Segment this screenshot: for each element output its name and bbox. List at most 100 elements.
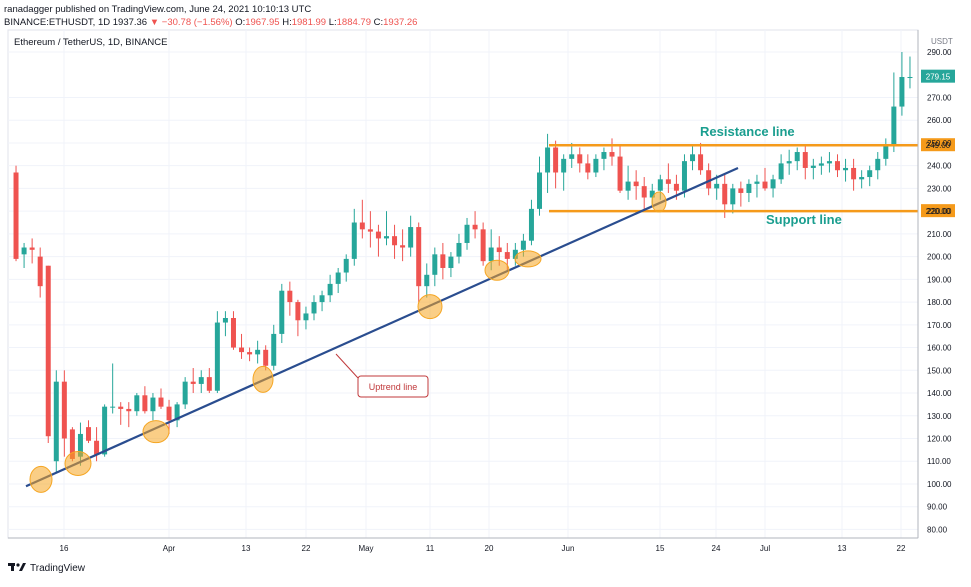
candle-body	[126, 408, 132, 412]
candle-body	[279, 290, 285, 334]
trend-touch-marker	[484, 259, 510, 281]
candle-body	[851, 167, 857, 180]
candle-body	[190, 381, 196, 384]
y-tick-label: 170.00	[927, 321, 952, 330]
support-price-tag: 220.00	[926, 207, 951, 216]
candle-body	[182, 381, 188, 405]
candle-body	[335, 272, 341, 284]
candle-body	[649, 190, 655, 198]
trend-touch-marker	[64, 451, 92, 477]
published-line: ranadagger published on TradingView.com,…	[4, 4, 312, 15]
candle-body	[641, 186, 647, 198]
last-price: 1937.36	[112, 17, 148, 28]
candle-body	[480, 229, 486, 262]
candle-body	[528, 208, 534, 241]
y-tick-label: 130.00	[927, 412, 952, 421]
candle-body	[432, 254, 438, 275]
candle-body	[206, 377, 212, 391]
candle-body	[730, 188, 736, 205]
candle-body	[134, 395, 140, 412]
candle-body	[537, 172, 543, 209]
candles	[13, 52, 913, 473]
y-tick-label: 90.00	[927, 503, 948, 512]
trend-touch-marker	[29, 465, 53, 493]
candle-body	[826, 161, 832, 164]
support-price-tag-bg	[921, 204, 955, 218]
candle-body	[29, 247, 35, 250]
candle-body	[69, 429, 75, 459]
y-tick-label: 270.00	[927, 93, 952, 102]
candle-body	[899, 77, 905, 107]
candle-body	[150, 397, 156, 412]
x-tick-label: 24	[712, 544, 721, 553]
candle-body	[408, 227, 414, 248]
trend-touch-marker	[514, 250, 542, 268]
candle-body	[359, 222, 365, 230]
candle-body	[222, 317, 228, 323]
candle-body	[698, 154, 704, 171]
candle-body	[609, 152, 615, 157]
overlays: Resistance line Support line Uptrend line 2…	[25, 69, 955, 493]
last-price-tag: 279.15	[926, 73, 951, 82]
candle-body	[488, 247, 494, 262]
x-tick-label: 22	[897, 544, 906, 553]
candle-body	[794, 152, 800, 162]
y-tick-label: 100.00	[927, 480, 952, 489]
resistance-annotation: Resistance line	[700, 124, 795, 139]
candle-body	[367, 229, 373, 232]
candle-body	[295, 302, 301, 321]
candle-body	[706, 170, 712, 189]
candle-body	[601, 152, 607, 159]
candle-body	[617, 156, 623, 191]
low-value: 1884.79	[336, 17, 371, 28]
x-tick-label: 13	[838, 544, 847, 553]
candle-body	[891, 106, 897, 146]
x-tick-label: 16	[60, 544, 69, 553]
candle-body	[867, 170, 873, 178]
candle-body	[198, 377, 204, 384]
uptrend-annotation: Uptrend line	[369, 382, 418, 392]
candle-body	[383, 236, 389, 239]
candle-body	[673, 183, 679, 191]
candle-body	[375, 231, 381, 239]
ohlc-line: BINANCE:ETHUSDT, 1D 1937.36 ▼ −30.78 (−1…	[4, 16, 417, 29]
callout-box	[357, 375, 429, 398]
candle-body	[818, 163, 824, 166]
x-tick-label: 11	[426, 544, 435, 553]
plot-frame	[7, 29, 919, 539]
candle-body	[834, 161, 840, 171]
y-tick-label: 230.00	[927, 184, 952, 193]
candle-body	[255, 349, 261, 355]
candle-body	[214, 322, 220, 391]
candle-body	[512, 249, 518, 259]
candle-body	[859, 177, 865, 180]
candle-body	[657, 179, 663, 191]
candle-body	[520, 240, 526, 250]
low-label: L:	[328, 17, 337, 28]
candle-body	[593, 158, 599, 173]
candle-body	[158, 397, 164, 407]
candle-body	[569, 154, 575, 159]
y-tick-label: 260.00	[927, 116, 952, 125]
close-value: 1937.26	[383, 17, 418, 28]
support-annotation: Support line	[766, 212, 842, 227]
y-tick-label: 120.00	[927, 434, 952, 443]
candle-body	[553, 147, 559, 173]
symbol-label: BINANCE:ETHUSDT, 1D	[4, 17, 111, 28]
trend-touch-marker	[417, 294, 443, 320]
y-axis: 290.00 270.00 260.00 250.00 240.00 230.00 220.…	[917, 30, 952, 538]
candle-body	[738, 188, 744, 193]
x-tick-label: May	[358, 544, 373, 553]
y-tick-label: 80.00	[927, 525, 948, 534]
candle-body	[61, 381, 67, 439]
candle-body	[746, 183, 752, 193]
candle-body	[810, 165, 816, 168]
x-tick-label: 20	[485, 544, 494, 553]
x-tick-label: 15	[656, 544, 665, 553]
candle-body	[102, 406, 108, 455]
y-tick-label: 250.00	[927, 139, 952, 148]
tradingview-brand: TradingView	[8, 562, 85, 575]
candle-body	[665, 179, 671, 184]
